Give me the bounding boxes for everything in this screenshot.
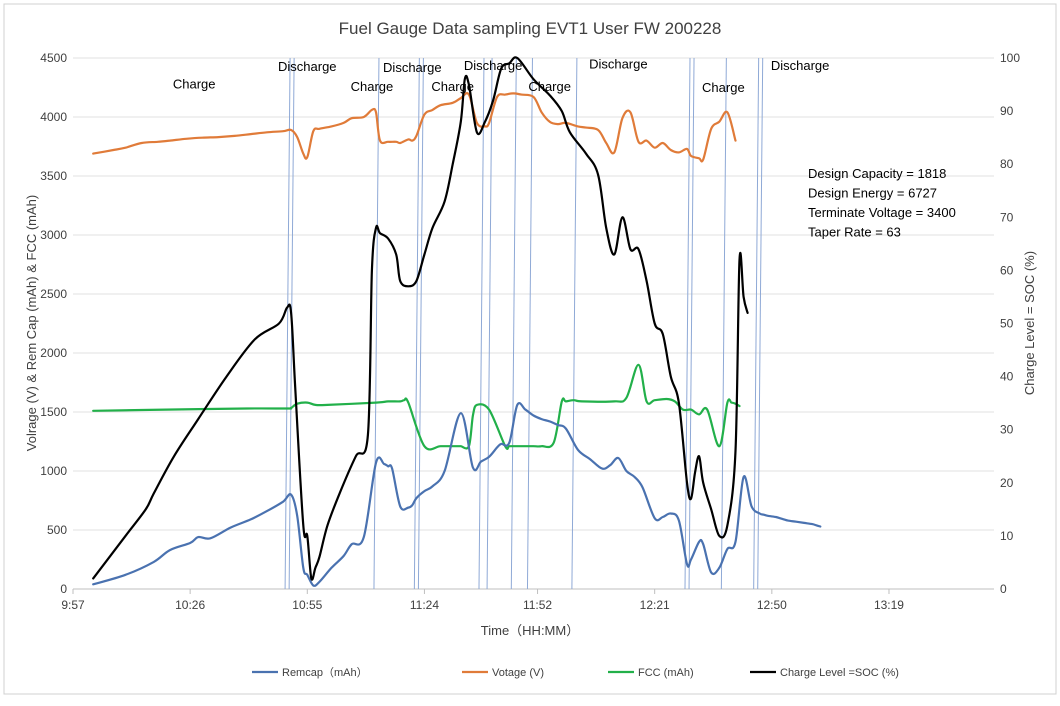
- axis-layer: 0 500 1000 1500 2000 2500 3000 3500 4000 4500 0 10 2…: [40, 51, 1020, 612]
- y-left-tick-label: 3000: [40, 228, 67, 242]
- series-line-3: [92, 56, 749, 581]
- y-right-tick-label: 100: [1000, 51, 1020, 65]
- phase-boundary-line: [757, 57, 764, 590]
- x-tick-label: 9:57: [61, 598, 85, 612]
- y-right-tick-label: 90: [1000, 104, 1014, 118]
- y-right-tick-label: 60: [1000, 263, 1014, 277]
- y-right-tick-label: 50: [1000, 317, 1014, 331]
- phase-boundary-line: [684, 57, 691, 590]
- x-axis-title: Time（HH:MM）: [481, 623, 579, 638]
- y-left-tick-label: 500: [47, 523, 67, 537]
- y-right-tick-label: 20: [1000, 476, 1014, 490]
- chart-frame: [3, 3, 1057, 695]
- phase-boundary-line: [417, 57, 424, 590]
- y-left-tick-label: 0: [60, 582, 67, 596]
- series-line-1: [92, 92, 737, 163]
- phase-boundary-line: [688, 57, 695, 590]
- phase-boundary-line: [720, 57, 727, 590]
- phase-label: Discharge: [278, 59, 337, 74]
- phase-boundary-lines: [284, 57, 764, 590]
- phase-label: Discharge: [383, 60, 442, 75]
- phase-label: Discharge: [771, 58, 830, 73]
- legend-entry: Votage (V): [492, 667, 544, 679]
- phase-boundary-line: [526, 57, 533, 590]
- x-tick-label: 10:26: [175, 598, 205, 612]
- phase-boundary-line: [284, 57, 291, 590]
- series-layer: [92, 56, 822, 587]
- design-info-line: Design Energy = 6727: [808, 186, 937, 201]
- grid-layer: [73, 57, 994, 590]
- phase-label-layer: Charge Discharge Charge Discharge Charge Disc…: [173, 57, 830, 96]
- phase-label: Charge: [351, 79, 394, 94]
- legend-entry: FCC (mAh): [638, 667, 694, 679]
- phase-label: Charge: [431, 79, 474, 94]
- phase-boundary-line: [571, 57, 578, 590]
- x-tick-label: 12:50: [757, 598, 787, 612]
- design-info-annotations: Design Capacity = 1818 Design Energy = 67…: [808, 166, 956, 240]
- x-tick-label: 11:24: [410, 598, 439, 612]
- phase-boundary-line: [486, 57, 493, 590]
- legend: Remcap（mAh） Votage (V) FCC (mAh) Charge Lev…: [252, 666, 899, 679]
- legend-entry: Charge Level =SOC (%): [780, 667, 899, 679]
- chart-title: Fuel Gauge Data sampling EVT1 User FW 20…: [339, 19, 722, 38]
- y-left-tick-label: 1000: [40, 464, 67, 478]
- y-right-tick-label: 40: [1000, 370, 1014, 384]
- x-tick-label: 11:52: [523, 598, 552, 612]
- design-info-line: Design Capacity = 1818: [808, 166, 946, 181]
- legend-entry: Remcap（mAh）: [282, 666, 368, 679]
- series-line-2: [92, 363, 741, 451]
- phase-label: Discharge: [589, 57, 648, 72]
- y-axis-right-title: Charge Level = SOC (%): [1022, 251, 1037, 395]
- y-left-tick-label: 2000: [40, 346, 67, 360]
- design-info-line: Taper Rate = 63: [808, 225, 901, 240]
- x-tick-label: 13:19: [874, 598, 904, 612]
- phase-boundary-line: [510, 57, 517, 590]
- x-tick-label: 12:21: [640, 598, 670, 612]
- y-axis-left-title: Volrage (V) & Rem Cap (mAh) & FCC (mAh): [24, 195, 39, 451]
- phase-label: Charge: [702, 80, 745, 95]
- phase-label: Discharge: [464, 58, 523, 73]
- y-right-tick-label: 10: [1000, 529, 1014, 543]
- design-info-line: Terminate Voltage = 3400: [808, 205, 956, 220]
- series-line-0: [92, 401, 822, 587]
- phase-label: Charge: [173, 77, 216, 92]
- phase-boundary-line: [753, 57, 760, 590]
- y-right-tick-label: 30: [1000, 423, 1014, 437]
- phase-label: Charge: [528, 79, 571, 94]
- y-right-tick-label: 0: [1000, 582, 1007, 596]
- x-tick-label: 10:55: [292, 598, 322, 612]
- phase-boundary-line: [373, 57, 380, 590]
- y-left-tick-label: 3500: [40, 169, 67, 183]
- y-left-tick-label: 2500: [40, 287, 67, 301]
- y-left-tick-label: 4500: [40, 51, 67, 65]
- y-right-tick-label: 80: [1000, 157, 1014, 171]
- phase-boundary-line: [478, 57, 485, 590]
- y-right-tick-label: 70: [1000, 210, 1014, 224]
- y-left-tick-label: 4000: [40, 110, 67, 124]
- y-left-tick-label: 1500: [40, 405, 67, 419]
